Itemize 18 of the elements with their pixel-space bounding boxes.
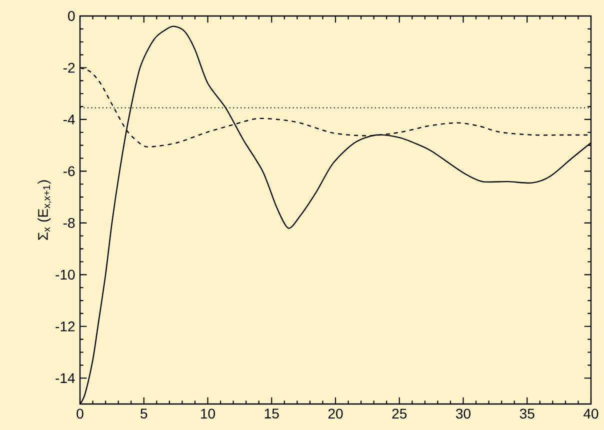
x-tick-label: 15 <box>264 408 279 418</box>
x-tick-label: 40 <box>584 408 598 419</box>
y-tick-label: 0 <box>68 11 75 21</box>
x-tick-label: 10 <box>201 408 215 419</box>
y-tick-label: -14 <box>56 373 75 383</box>
y-tick-label: -8 <box>63 218 75 228</box>
y-tick-label: -2 <box>63 62 75 73</box>
y-tick-label: -6 <box>63 166 75 176</box>
x-tick-label: 20 <box>328 408 343 419</box>
x-tick-label: 35 <box>520 408 534 419</box>
x-tick-label: 25 <box>392 408 407 419</box>
y-tick-label: -12 <box>56 322 75 332</box>
y-tick-label: -4 <box>63 114 75 124</box>
x-tick-label: 0 <box>76 408 84 419</box>
x-tick-label: 5 <box>140 408 148 418</box>
y-tick-label: -10 <box>56 270 75 280</box>
y-axis-title: Σ$_{x}$ (E$_{x,x+1}$) <box>38 180 52 240</box>
x-tick-label: 30 <box>456 408 470 419</box>
